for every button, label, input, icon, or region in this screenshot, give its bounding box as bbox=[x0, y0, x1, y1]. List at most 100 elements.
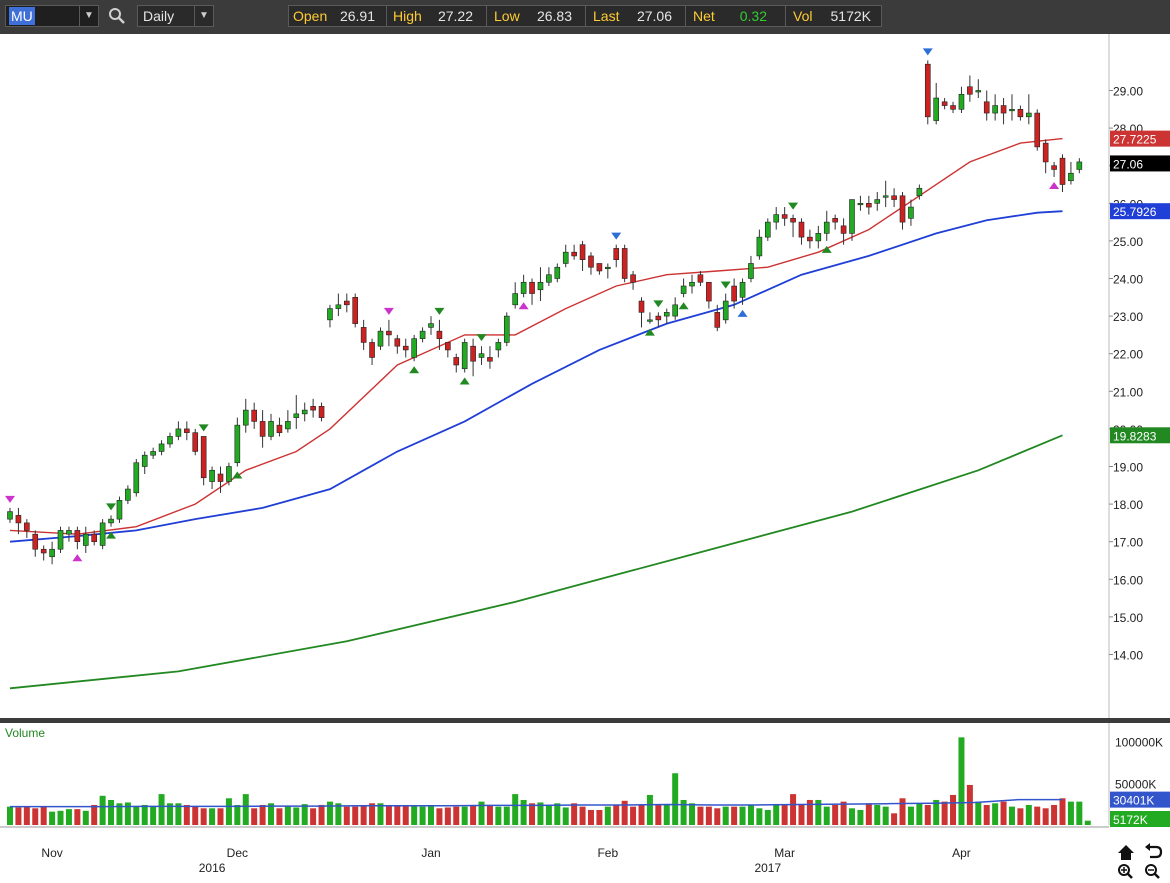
candle-body bbox=[310, 406, 316, 411]
candle-body bbox=[596, 263, 603, 272]
home-icon[interactable] bbox=[1118, 845, 1134, 860]
candle-body bbox=[891, 195, 897, 200]
volume-bar bbox=[158, 794, 165, 825]
candle-body bbox=[950, 105, 956, 110]
volume-bar bbox=[983, 804, 990, 825]
candle-body bbox=[192, 432, 199, 452]
candle-body bbox=[790, 218, 796, 223]
volume-bar bbox=[798, 804, 805, 825]
chart-area[interactable]: 14.0015.0016.0017.0018.0019.0020.0021.00… bbox=[0, 34, 1170, 883]
candle-body bbox=[621, 248, 628, 279]
volume-bar bbox=[596, 809, 603, 825]
volume-bar bbox=[141, 804, 148, 825]
candle-body bbox=[158, 443, 165, 452]
candle-body bbox=[74, 530, 81, 543]
candle-body bbox=[66, 530, 72, 535]
candle-body bbox=[680, 285, 687, 294]
candle-body bbox=[335, 304, 342, 309]
volume-bar bbox=[360, 804, 367, 825]
zoom-out-icon[interactable] bbox=[1145, 864, 1160, 879]
candle-body bbox=[815, 233, 822, 242]
candle-body bbox=[537, 281, 544, 291]
search-icon[interactable] bbox=[108, 7, 126, 25]
candle-body bbox=[975, 90, 982, 93]
price-tick-label: 19.00 bbox=[1113, 461, 1143, 475]
volume-bar bbox=[108, 799, 115, 825]
candle-body bbox=[125, 488, 131, 501]
candle-body bbox=[1034, 112, 1041, 148]
candle-body bbox=[251, 409, 257, 422]
candle-body bbox=[470, 345, 476, 362]
period-text: Daily bbox=[143, 8, 175, 24]
candle-body bbox=[226, 466, 232, 482]
volume-bar bbox=[234, 804, 241, 825]
candle-body bbox=[495, 342, 502, 351]
last-label: Last bbox=[593, 8, 620, 24]
buy-signal-marker bbox=[232, 471, 243, 479]
candle-body bbox=[579, 244, 586, 261]
price-tick-label: 17.00 bbox=[1113, 536, 1143, 550]
volume-bar bbox=[891, 813, 898, 825]
symbol-input[interactable]: MU ▼ bbox=[5, 5, 99, 27]
year-label: 2016 bbox=[199, 861, 226, 875]
candle-body bbox=[866, 203, 872, 208]
candle-body bbox=[503, 315, 510, 343]
volume-bar bbox=[1067, 801, 1074, 825]
buy-signal-marker bbox=[678, 302, 689, 310]
candle-body bbox=[1051, 165, 1057, 170]
candle-body bbox=[748, 263, 754, 279]
symbol-text: MU bbox=[9, 7, 35, 25]
candle-body bbox=[722, 300, 729, 321]
period-select[interactable]: Daily ▼ bbox=[137, 5, 214, 27]
candle-body bbox=[209, 469, 215, 482]
candle-body bbox=[983, 101, 990, 114]
month-label: Apr bbox=[952, 846, 971, 860]
volume-bar bbox=[40, 806, 47, 825]
open-value: 26.91 bbox=[339, 8, 375, 24]
candle-body bbox=[285, 421, 291, 430]
volume-bar bbox=[857, 809, 864, 825]
candle-body bbox=[832, 218, 838, 223]
ma-value-tag bbox=[1110, 427, 1170, 444]
candle-body bbox=[428, 323, 434, 328]
candle-body bbox=[967, 86, 973, 95]
price-tick-label: 21.00 bbox=[1113, 385, 1143, 399]
volume-bar bbox=[865, 803, 872, 825]
chevron-down-icon[interactable]: ▼ bbox=[79, 6, 98, 26]
volume-bar bbox=[663, 804, 670, 825]
candle-body bbox=[689, 281, 695, 287]
volume-bar bbox=[1059, 798, 1066, 825]
undo-icon[interactable] bbox=[1145, 843, 1163, 859]
candle-body bbox=[512, 293, 519, 306]
volume-bar bbox=[874, 804, 881, 825]
sell-signal-marker bbox=[383, 307, 394, 315]
volume-title: Volume bbox=[5, 726, 45, 740]
candle-body bbox=[133, 462, 140, 494]
candle-body bbox=[276, 424, 283, 433]
volume-bar bbox=[470, 804, 477, 825]
candle-body bbox=[714, 312, 721, 328]
ma-value-tag-text: 25.7926 bbox=[1113, 205, 1157, 219]
volume-bar bbox=[537, 802, 544, 825]
volume-last-tag bbox=[1110, 811, 1170, 827]
volume-bar bbox=[815, 799, 822, 825]
volume-bar bbox=[907, 806, 914, 825]
zoom-in-icon[interactable] bbox=[1118, 864, 1133, 879]
volume-bar bbox=[209, 808, 216, 825]
candle-body bbox=[411, 338, 417, 358]
quote-bar: Open 26.91 High 27.22 Low 26.83 Last 27.… bbox=[288, 5, 882, 27]
chevron-down-icon[interactable]: ▼ bbox=[194, 6, 213, 26]
volume-bar bbox=[166, 803, 173, 825]
volume-bar bbox=[1000, 801, 1007, 825]
buy-signal-marker bbox=[1049, 181, 1060, 189]
volume-bar bbox=[806, 799, 813, 825]
volume-bar bbox=[823, 806, 830, 825]
candle-body bbox=[941, 101, 948, 106]
candle-body bbox=[24, 522, 30, 531]
volume-bar bbox=[672, 773, 679, 825]
candle-body bbox=[1068, 172, 1074, 182]
candle-body bbox=[605, 266, 611, 270]
candle-body bbox=[217, 473, 224, 482]
volume-bar bbox=[301, 804, 308, 825]
volume-bar bbox=[714, 808, 721, 825]
